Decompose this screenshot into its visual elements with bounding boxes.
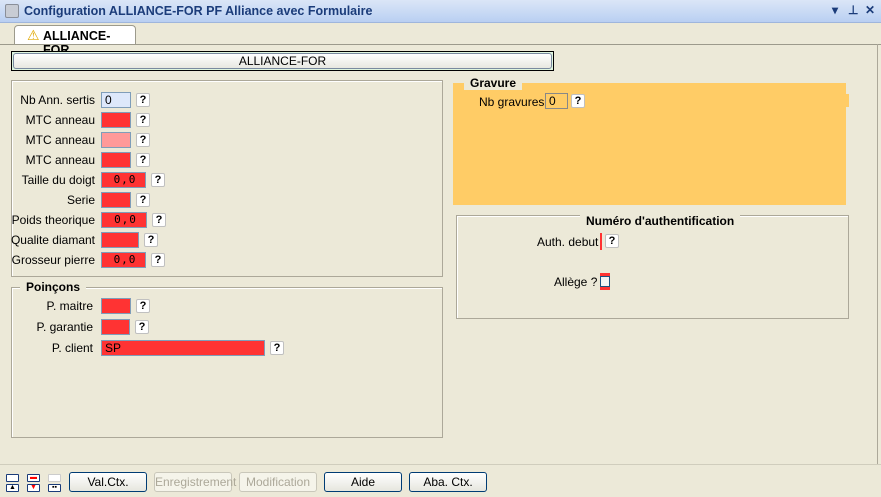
help-button[interactable]: ? xyxy=(605,234,619,248)
poincons-title: Poinçons xyxy=(20,280,87,294)
printer-icon xyxy=(5,4,19,18)
help-button[interactable]: ? xyxy=(571,94,585,108)
aba-ctx--button[interactable]: Aba. Ctx. xyxy=(409,472,487,492)
field-label: Serie xyxy=(66,193,95,207)
field-label: MTC anneau xyxy=(25,153,95,167)
window-title: Configuration ALLIANCE-FOR PF Alliance a… xyxy=(24,4,373,18)
field-input[interactable]: 0 xyxy=(101,92,131,108)
field-label: Taille du doigt xyxy=(21,173,95,187)
help-button[interactable]: ? xyxy=(136,153,150,167)
divider xyxy=(0,464,881,465)
help-button[interactable]: ? xyxy=(151,253,165,267)
field-label: Grosseur pierre xyxy=(11,253,95,267)
poincons-group xyxy=(11,287,443,438)
help-button[interactable]: ? xyxy=(152,213,166,227)
auth-group xyxy=(456,215,849,319)
field-input[interactable] xyxy=(101,112,131,128)
help-button[interactable]: ? xyxy=(151,173,165,187)
auth-debut-input[interactable] xyxy=(600,233,602,250)
field-label: Nb Ann. sertis xyxy=(20,93,95,107)
help-button[interactable]: ? xyxy=(144,233,158,247)
val-ctx--button[interactable]: Val.Ctx. xyxy=(69,472,147,492)
help-button[interactable]: ? xyxy=(136,193,150,207)
dropdown-icon[interactable]: ▾ xyxy=(832,3,839,17)
gravure-title: Gravure xyxy=(464,76,523,90)
alliance-for-button[interactable]: ALLIANCE-FOR xyxy=(11,51,554,71)
field-label: Qualite diamant xyxy=(10,233,95,247)
field-label: Poids theorique xyxy=(11,213,95,227)
blank-nav-button[interactable] xyxy=(48,474,61,482)
pin-icon[interactable]: ⊥ xyxy=(848,3,859,17)
down-arrow-icon[interactable]: ▼ xyxy=(27,484,40,492)
poincon-input[interactable]: SP xyxy=(101,340,265,356)
close-icon[interactable]: ✕ xyxy=(865,3,876,17)
help-button[interactable]: ? xyxy=(270,341,284,355)
help-button[interactable]: ? xyxy=(135,320,149,334)
up-arrow-icon[interactable]: ▲ xyxy=(6,484,19,492)
main-fields-group xyxy=(11,80,443,277)
tab-alliance-for[interactable]: ALLIANCE-FOR xyxy=(14,25,136,57)
field-input[interactable] xyxy=(101,192,131,208)
field-input[interactable] xyxy=(101,132,131,148)
poincon-input[interactable] xyxy=(101,319,130,335)
poincon-label: P. maitre xyxy=(46,299,93,313)
poincon-label: P. garantie xyxy=(36,320,94,334)
field-input[interactable]: 0,0 xyxy=(101,252,146,268)
fit-icon[interactable]: ▪▪ xyxy=(48,484,61,492)
nb-gravures-input[interactable]: 0 xyxy=(545,93,568,109)
auth-debut-label: Auth. debut xyxy=(537,235,599,249)
field-input[interactable]: 0,0 xyxy=(101,212,147,228)
help-button[interactable]: ? xyxy=(136,133,150,147)
allege-label: Allège ? xyxy=(554,275,598,289)
field-label: MTC anneau xyxy=(25,113,95,127)
allege-checkbox[interactable] xyxy=(600,273,610,290)
warning-icon: ⚠ xyxy=(27,27,40,43)
divider xyxy=(0,44,881,45)
help-button[interactable]: ? xyxy=(136,93,150,107)
poincon-label: P. client xyxy=(51,341,93,355)
button-label: ALLIANCE-FOR xyxy=(13,53,552,69)
prev-record-button[interactable]: ▬ xyxy=(27,474,40,482)
divider xyxy=(877,44,878,464)
first-record-button[interactable] xyxy=(6,474,19,482)
aide-button[interactable]: Aide xyxy=(324,472,402,492)
poincon-input[interactable] xyxy=(101,298,131,314)
enregistrement-button[interactable]: Enregistrement xyxy=(154,472,236,492)
modification-button[interactable]: Modification xyxy=(239,472,317,492)
title-bar xyxy=(0,0,881,23)
auth-title: Numéro d'authentification xyxy=(580,214,741,228)
field-input[interactable] xyxy=(101,152,131,168)
field-label: MTC anneau xyxy=(25,133,95,147)
field-input[interactable]: 0,0 xyxy=(101,172,146,188)
help-button[interactable]: ? xyxy=(136,299,150,313)
nb-gravures-label: Nb gravures xyxy=(479,95,545,109)
field-input[interactable] xyxy=(101,232,139,248)
gravure-edge xyxy=(846,94,849,107)
gravure-group xyxy=(453,83,846,205)
help-button[interactable]: ? xyxy=(136,113,150,127)
